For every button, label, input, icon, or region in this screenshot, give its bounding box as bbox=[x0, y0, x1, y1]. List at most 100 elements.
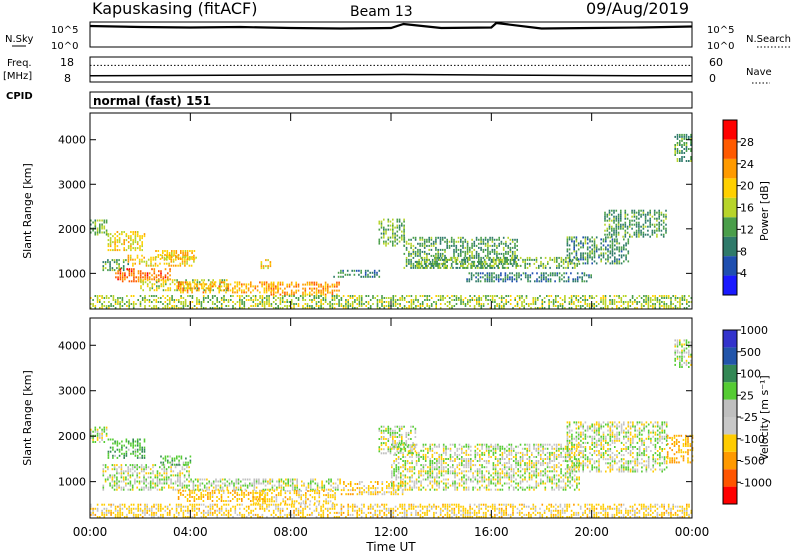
heat-cell bbox=[588, 303, 591, 305]
heat-cell bbox=[352, 487, 354, 490]
heat-cell bbox=[204, 291, 207, 294]
heat-cell bbox=[243, 493, 245, 496]
heat-cell bbox=[226, 480, 229, 483]
heat-cell bbox=[277, 285, 279, 288]
heat-cell bbox=[445, 488, 447, 491]
heat-cell bbox=[374, 493, 377, 496]
heat-cell bbox=[240, 484, 242, 487]
heat-cell bbox=[184, 289, 187, 292]
heat-cell bbox=[303, 482, 305, 485]
heat-cell bbox=[260, 263, 263, 266]
heat-cell bbox=[107, 233, 110, 236]
heat-cell bbox=[516, 305, 519, 307]
heat-cell bbox=[119, 307, 121, 309]
heat-cell bbox=[380, 436, 383, 438]
heat-cell bbox=[562, 262, 565, 265]
heat-cell bbox=[214, 295, 216, 297]
heat-cell bbox=[402, 443, 404, 446]
heat-cell bbox=[442, 445, 445, 448]
heat-cell bbox=[566, 254, 569, 257]
heat-cell bbox=[586, 256, 589, 259]
heat-cell bbox=[121, 274, 124, 277]
heat-cell bbox=[124, 278, 126, 281]
heat-cell bbox=[658, 221, 660, 224]
heat-cell bbox=[553, 258, 556, 261]
heat-cell bbox=[329, 291, 331, 294]
heat-cell bbox=[516, 301, 519, 303]
heat-cell bbox=[266, 500, 269, 503]
heat-cell bbox=[387, 218, 390, 221]
heat-cell bbox=[163, 476, 166, 479]
heat-cell bbox=[336, 297, 338, 299]
heat-cell bbox=[622, 301, 625, 303]
heat-cell bbox=[285, 482, 287, 485]
heat-cell bbox=[164, 276, 167, 279]
heat-cell bbox=[506, 276, 509, 279]
heat-cell bbox=[497, 276, 500, 279]
heat-cell bbox=[573, 246, 575, 249]
heat-cell bbox=[466, 264, 469, 267]
heat-cell bbox=[347, 295, 349, 297]
heat-cell bbox=[484, 266, 487, 269]
heat-cell bbox=[220, 305, 223, 307]
heat-cell bbox=[170, 474, 172, 477]
heat-cell bbox=[356, 493, 359, 496]
heat-cell bbox=[539, 295, 541, 297]
heat-cell bbox=[229, 491, 232, 494]
heat-cell bbox=[140, 488, 143, 491]
heat-cell bbox=[311, 289, 313, 292]
heat-cell bbox=[392, 429, 394, 432]
heat-cell bbox=[482, 248, 485, 251]
heat-cell bbox=[306, 303, 309, 305]
heat-cell bbox=[402, 460, 404, 462]
heat-cell bbox=[383, 429, 385, 432]
heat-cell bbox=[298, 490, 300, 492]
heat-cell bbox=[301, 480, 303, 483]
heat-cell bbox=[638, 231, 640, 234]
heat-cell bbox=[138, 488, 141, 491]
heat-cell bbox=[132, 243, 134, 246]
heat-cell bbox=[343, 487, 345, 490]
heat-cell bbox=[107, 450, 110, 453]
heat-cell bbox=[186, 466, 188, 469]
heat-cell bbox=[269, 261, 272, 264]
heat-cell bbox=[504, 278, 507, 281]
heat-cell bbox=[324, 287, 327, 290]
heat-cell bbox=[173, 305, 176, 307]
heat-cell bbox=[663, 307, 665, 309]
heat-cell bbox=[264, 494, 266, 497]
heat-cell bbox=[409, 476, 411, 479]
heat-cell bbox=[113, 480, 116, 483]
heat-cell bbox=[211, 493, 214, 496]
heat-cell bbox=[201, 285, 203, 288]
heat-cell bbox=[456, 258, 459, 261]
heat-cell bbox=[234, 491, 236, 494]
heat-cell bbox=[451, 299, 453, 301]
heat-cell bbox=[526, 258, 529, 261]
heat-cell bbox=[395, 458, 398, 460]
heat-cell bbox=[419, 250, 421, 253]
heat-cell bbox=[685, 148, 688, 150]
heat-cell bbox=[589, 250, 591, 253]
heat-cell bbox=[428, 295, 431, 297]
heat-cell bbox=[331, 285, 334, 288]
heat-cell bbox=[438, 472, 440, 475]
heat-cell bbox=[277, 494, 280, 497]
heat-cell bbox=[582, 236, 584, 239]
heat-cell bbox=[438, 264, 441, 267]
heat-cell bbox=[122, 267, 125, 270]
heat-cell bbox=[99, 295, 101, 297]
heat-cell bbox=[315, 287, 318, 290]
heat-cell bbox=[633, 219, 636, 222]
heat-cell bbox=[435, 260, 437, 263]
heat-cell bbox=[224, 484, 226, 487]
heat-cell bbox=[387, 242, 390, 245]
heat-cell bbox=[440, 470, 443, 473]
heat-cell bbox=[690, 148, 692, 150]
heat-cell bbox=[131, 486, 134, 489]
heat-cell bbox=[442, 478, 445, 481]
heat-cell bbox=[184, 496, 187, 498]
heat-cell bbox=[202, 301, 205, 303]
heat-cell bbox=[392, 218, 394, 221]
heat-cell bbox=[182, 297, 185, 299]
